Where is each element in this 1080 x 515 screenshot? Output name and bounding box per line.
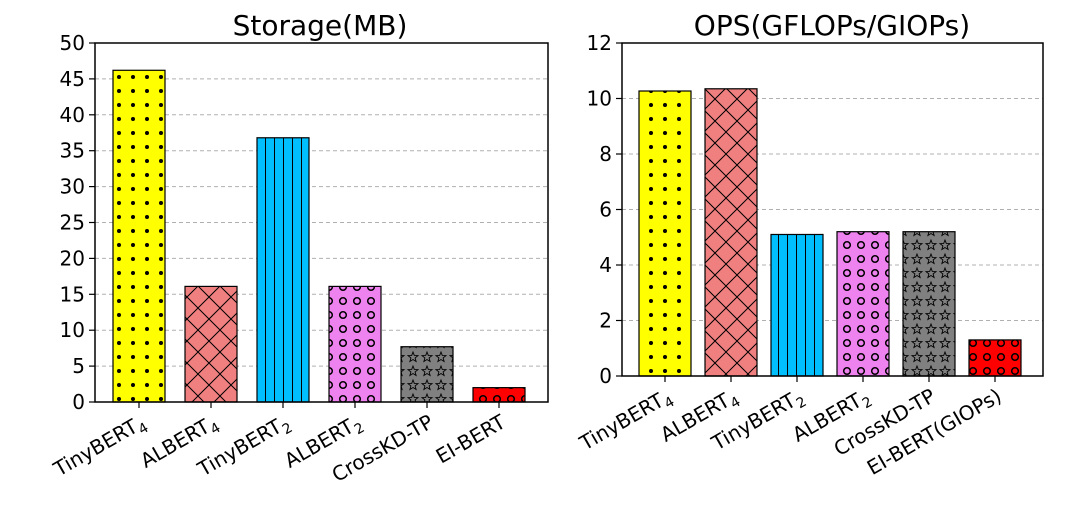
ops-bar-hatch	[770, 233, 824, 377]
storage-bar-hatch	[400, 346, 454, 403]
ops-y-tick-label: 12	[587, 31, 612, 55]
storage-bar	[328, 285, 382, 403]
storage-y-tick-label: 0	[72, 390, 85, 414]
storage-bar-hatch	[184, 285, 238, 403]
storage-bar-hatch	[112, 69, 166, 403]
ops-bar	[704, 88, 758, 377]
storage-x-tick-label: TinyBERT4	[49, 410, 152, 486]
storage-y-tick-label: 40	[60, 103, 85, 127]
storage-y-tick-label: 35	[60, 139, 85, 163]
storage-y-tick-label: 5	[72, 354, 85, 378]
storage-bar-hatch	[256, 137, 310, 403]
storage-bar	[112, 69, 166, 403]
storage-y-tick-label: 25	[60, 211, 85, 235]
ops-x-tick-label: TinyBERT4	[575, 384, 678, 460]
storage-bar-hatch	[472, 387, 526, 403]
storage-y-tick-label: 30	[60, 175, 85, 199]
storage-x-tick-label: EI-BERT	[432, 409, 511, 468]
ops-chart-y-axis: 0 2 4 6 8 10 12	[587, 31, 622, 388]
storage-y-tick-label: 10	[60, 318, 85, 342]
storage-chart-bars	[112, 69, 526, 403]
ops-chart-panel: OPS(GFLOPs/GIOPs) 0 2 4 6 8 10 12 TinyBERT4ALB…	[575, 9, 1044, 480]
ops-chart-gridlines	[622, 98, 1043, 321]
ops-bar	[770, 233, 824, 377]
ops-y-tick-label: 10	[587, 87, 612, 111]
ops-bar	[638, 90, 692, 377]
ops-y-tick-label: 2	[599, 309, 612, 333]
ops-bar	[968, 339, 1022, 377]
ops-bar	[902, 231, 956, 377]
ops-chart-frame	[621, 42, 1044, 377]
ops-y-tick-label: 4	[599, 253, 612, 277]
ops-bar-hatch	[902, 231, 956, 377]
storage-bar	[472, 387, 526, 403]
storage-bar	[184, 285, 238, 403]
storage-chart-x-axis: TinyBERT4ALBERT4TinyBERT2ALBERT2CrossKD-…	[49, 402, 511, 487]
ops-y-tick-label: 0	[599, 364, 612, 388]
storage-chart-gridlines	[95, 78, 548, 367]
ops-bar	[836, 231, 890, 377]
storage-chart-y-axis: 0 5 10 15 20 25 30 35 40 45 50	[60, 31, 95, 414]
ops-bar-hatch	[704, 88, 758, 377]
ops-chart-bars	[638, 88, 1022, 377]
storage-chart-frame	[94, 42, 549, 403]
storage-y-tick-label: 45	[60, 67, 85, 91]
ops-bar-hatch	[638, 90, 692, 377]
storage-y-tick-label: 50	[60, 31, 85, 55]
storage-chart-title: Storage(MB)	[233, 9, 408, 42]
storage-y-tick-label: 15	[60, 282, 85, 306]
ops-bar-hatch	[968, 339, 1022, 377]
storage-bar-hatch	[328, 285, 382, 403]
storage-bar	[400, 346, 454, 403]
ops-y-tick-label: 6	[599, 198, 612, 222]
ops-chart-title: OPS(GFLOPs/GIOPs)	[694, 9, 970, 42]
ops-chart-x-axis: TinyBERT4ALBERT4TinyBERT2ALBERT2CrossKD-…	[575, 376, 1006, 480]
storage-bar	[256, 137, 310, 403]
ops-y-tick-label: 8	[599, 142, 612, 166]
ops-bar-hatch	[836, 231, 890, 377]
storage-x-tick-label: TinyBERT2	[193, 410, 296, 486]
storage-chart-panel: Storage(MB) 0 5 10 15 20 25 30 35 40 45 50 TinyBER…	[49, 9, 549, 487]
storage-y-tick-label: 20	[60, 246, 85, 270]
